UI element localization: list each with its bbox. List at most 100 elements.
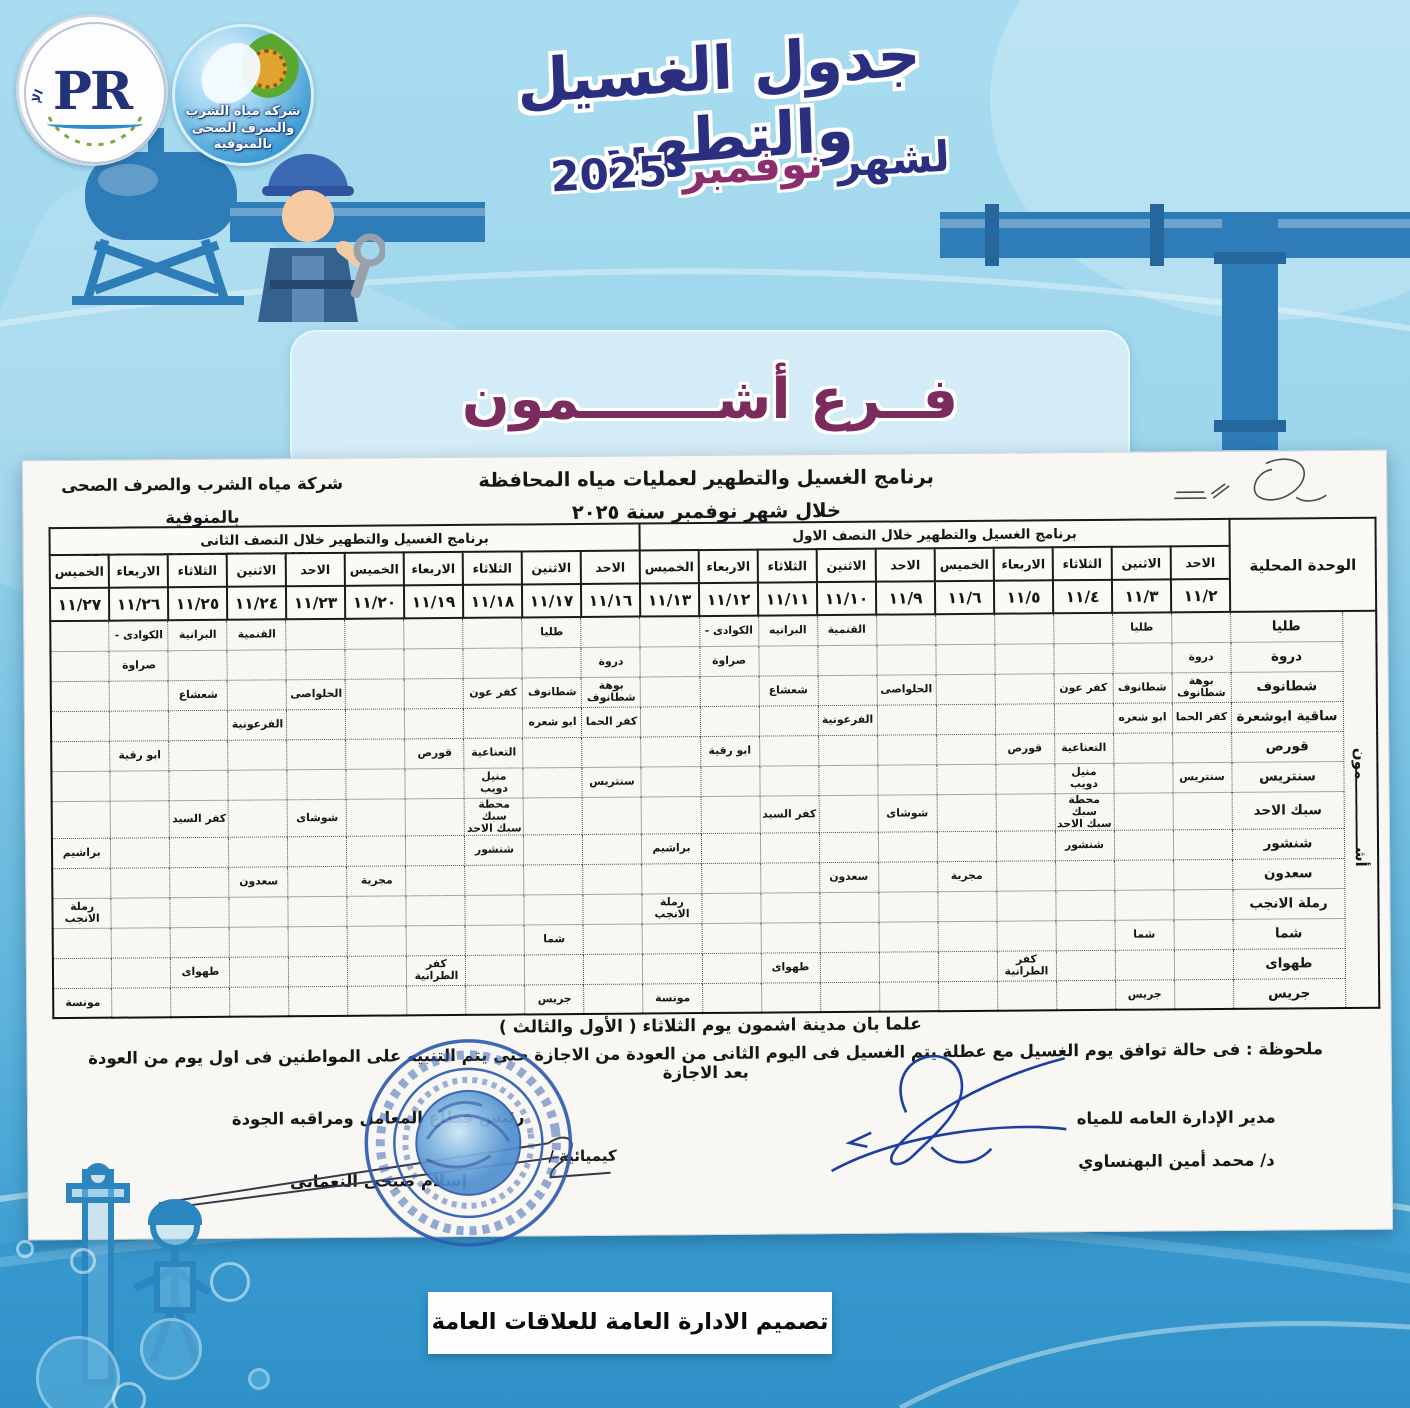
- schedule-cell: [994, 703, 1055, 734]
- pr-logo-wave-icon: [47, 119, 143, 129]
- schedule-cell: طليا: [522, 616, 582, 648]
- schedule-cell: [111, 897, 171, 928]
- region-vertical-label: أشـــــــــــــمون: [1342, 610, 1380, 1009]
- date-header: ١١/٢٤: [226, 586, 287, 620]
- schedule-cell: [287, 836, 348, 867]
- schedule-cell: [1173, 859, 1233, 890]
- date-header: ١١/٢٧: [49, 587, 110, 622]
- schedule-cell: [936, 763, 996, 795]
- schedule-cell: [51, 770, 111, 802]
- unit-column-header: الوحدة المحلية: [1229, 517, 1377, 612]
- schedule-cell: كفر عون: [463, 677, 523, 708]
- schedule-cell: [171, 986, 231, 1018]
- schedule-cell: [406, 925, 466, 956]
- schedule-cell: [1053, 702, 1114, 734]
- schedule-cell: براشيم: [51, 837, 112, 869]
- schedule-cell: [584, 983, 644, 1015]
- date-header: ١١/٣: [1111, 579, 1172, 613]
- schedule-cell: [1172, 791, 1232, 830]
- branch-panel: فــرع أشـــــــمون: [290, 330, 1130, 476]
- schedule-cell: [583, 953, 644, 985]
- schedule-cell: [288, 956, 349, 987]
- schedule-cell: مونسة: [643, 983, 703, 1014]
- weekday-header: الاحد: [285, 552, 345, 587]
- schedule-cell: الكوادى -: [109, 620, 169, 651]
- unit-name: سعدون: [1232, 858, 1345, 890]
- schedule-cell: [700, 765, 760, 797]
- schedule-cell: [1055, 950, 1116, 981]
- bubble: [140, 1318, 202, 1380]
- schedule-cell: [818, 734, 878, 766]
- schedule-cell: [583, 923, 643, 955]
- unit-name: شنشور: [1231, 828, 1345, 860]
- schedule-cell: محطة سبك سبك الاحد: [1054, 792, 1114, 831]
- schedule-cell: [640, 706, 701, 737]
- schedule-cell: طليا: [1112, 612, 1172, 643]
- schedule-cell: [879, 981, 939, 1012]
- schedule-cell: [995, 793, 1055, 831]
- schedule-cell: الكوادى -: [699, 615, 759, 647]
- schedule-cell: شطانوف: [522, 676, 582, 708]
- schedule-cell: [1172, 731, 1232, 763]
- schedule-cell: قورص: [405, 737, 465, 769]
- date-header: ١١/٢: [1170, 578, 1231, 613]
- schedule-cell: [583, 863, 643, 895]
- schedule-cell: [463, 647, 523, 678]
- schedule-cell: [345, 618, 405, 649]
- schedule-cell: [641, 736, 701, 767]
- branch-title: فــرع أشـــــــمون: [461, 367, 959, 432]
- weekday-header: الاثنين: [226, 553, 286, 587]
- schedule-cell: شعشاع: [758, 675, 818, 706]
- schedule-cell: [109, 680, 169, 711]
- schedule-cell: شنشور: [1054, 830, 1115, 861]
- schedule-cell: سنتريس: [582, 766, 642, 797]
- schedule-table: الوحدة المحلية برنامج الغسيل والتطهير خلا…: [48, 516, 1381, 1020]
- schedule-cell: [995, 830, 1056, 861]
- schedule-cell: [760, 892, 820, 923]
- schedule-cell: [345, 708, 406, 739]
- schedule-cell: [170, 866, 230, 898]
- schedule-cell: [759, 832, 820, 863]
- schedule-cell: [228, 769, 288, 800]
- schedule-cell: [1171, 611, 1231, 643]
- schedule-cell: [1113, 829, 1174, 861]
- schedule-cell: [228, 799, 288, 837]
- schedule-cell: [701, 892, 761, 924]
- schedule-cell: الحلواصى: [286, 678, 346, 710]
- schedule-cell: [994, 673, 1054, 704]
- date-header: ١١/٢٥: [167, 586, 228, 621]
- unit-name: طهواى: [1232, 948, 1346, 980]
- schedule-cell: [1173, 949, 1234, 980]
- weekday-header: الخميس: [934, 547, 994, 582]
- weekday-header: الاثنين: [521, 550, 581, 585]
- weekday-header: الثلاثاء: [462, 551, 522, 585]
- schedule-cell: [287, 738, 347, 770]
- schedule-cell: [111, 957, 172, 988]
- schedule-cell: [170, 896, 230, 928]
- schedule-cell: سنتريس: [1172, 761, 1232, 793]
- weekday-header: الثلاثاء: [167, 553, 227, 588]
- schedule-cell: [935, 643, 995, 675]
- unit-name: سنتريس: [1231, 761, 1344, 792]
- schedule-cell: [169, 769, 229, 801]
- schedule-cell: [1112, 642, 1172, 673]
- schedule-cell: [111, 867, 171, 898]
- schedule-cell: [523, 834, 584, 865]
- schedule-cell: [227, 679, 287, 710]
- schedule-cell: [524, 894, 584, 925]
- date-header: ١١/٢٠: [344, 585, 405, 619]
- schedule-cell: [404, 707, 465, 739]
- date-header: ١١/١٩: [403, 584, 464, 619]
- schedule-cell: كفر الطرانية: [996, 950, 1057, 981]
- schedule-cell: [1114, 889, 1174, 921]
- schedule-cell: [820, 981, 880, 1013]
- schedule-cell: سعدون: [819, 861, 879, 893]
- schedule-cell: [286, 618, 346, 650]
- schedule-cell: [169, 836, 230, 868]
- schedule-cell: [878, 861, 938, 892]
- schedule-cell: [405, 835, 466, 866]
- pr-logo-abbr: PR: [52, 61, 133, 122]
- schedule-cell: منيل دويب: [464, 767, 524, 798]
- schedule-cell: [583, 893, 643, 925]
- schedule-cell: [52, 867, 112, 899]
